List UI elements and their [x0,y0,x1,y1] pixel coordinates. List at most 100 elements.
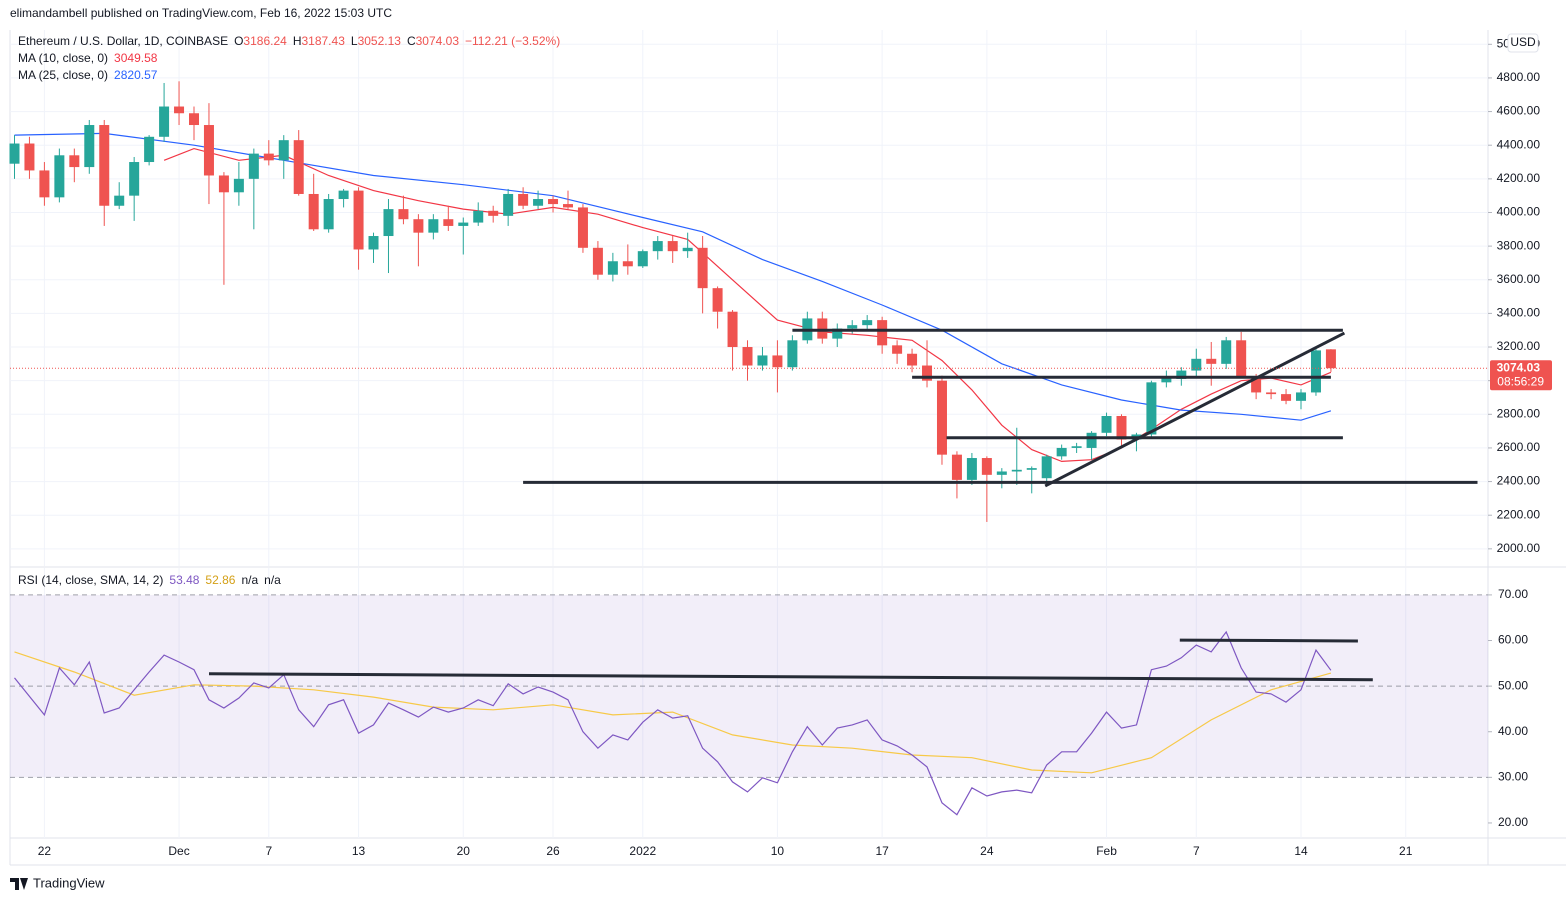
x-tick-label: 26 [546,844,560,858]
countdown-label: 08:56:29 [1497,374,1544,388]
candle-body [233,178,244,193]
candle-body [712,288,723,312]
candle-body [1176,370,1187,379]
brand-icon [10,878,28,890]
candle-body [1325,349,1336,369]
candle-body [981,458,992,475]
candle-body [951,454,962,480]
legend-entry: MA (10, close, 0) [18,51,108,65]
candle-body [622,261,633,267]
x-tick-label: 10 [771,844,785,858]
candle-body [772,355,783,368]
candle-body [1116,415,1127,440]
candle-body [383,209,394,237]
candle-body [996,471,1007,475]
candle-body [592,247,603,275]
candle-body [562,204,573,208]
y-tick-label: 70.00 [1498,587,1528,601]
candle-body [443,219,454,226]
y-tick-label: 2200.00 [1497,507,1541,521]
candle-body [39,170,50,198]
candle-body [203,125,214,176]
candle-body [9,143,20,164]
legend-value: 53.48 [169,573,199,587]
legend-entry: RSI (14, close, SMA, 14, 2) [18,573,163,587]
candle-body [353,190,364,250]
change-value: −112.21 (−3.52%) [465,34,560,48]
candle-body [787,340,798,368]
candle-body [1086,432,1097,448]
candle-body [54,155,65,198]
candle-body [847,325,858,329]
ohlc-value: 3074.03 [416,34,460,48]
candle-body [84,125,95,168]
brand-name: TradingView [33,875,105,890]
candle-body [832,328,843,339]
candle-body [907,353,918,366]
candle-body [458,222,469,226]
candle-body [338,190,349,200]
legend-row: MA (10, close, 0) 3049.58 [18,51,158,65]
x-tick-label: 7 [265,844,272,858]
candle-body [936,380,947,455]
currency-badge [1507,33,1539,53]
y-tick-label: 4600.00 [1497,104,1541,118]
candle-body [533,199,544,206]
ohlc-value: 3052.13 [358,34,402,48]
candle-body [892,345,903,354]
candle-body [159,106,170,137]
candle-body [862,320,873,326]
candle-body [607,261,618,275]
currency-label: USD [1510,35,1536,49]
candle-body [398,209,409,220]
candle-body [518,193,529,206]
y-tick-label: 2800.00 [1497,406,1541,420]
y-tick-label: 60.00 [1498,633,1528,647]
candle-body [114,195,125,206]
candle-body [1266,392,1277,395]
ohlc-key: L [351,34,358,48]
candle-body [1161,377,1172,383]
y-tick-label: 4400.00 [1497,137,1541,151]
candle-body [922,365,933,381]
rsi-line [14,630,1332,816]
ohlc-value: 3187.43 [301,34,345,48]
candle-body [1071,446,1082,448]
candle-body [742,347,753,366]
moving-average-line [163,147,1332,463]
candle-body [652,241,663,252]
candle-body [1236,340,1247,378]
y-tick-label: 4200.00 [1497,171,1541,185]
trend-line [208,672,1373,682]
y-tick-label: 3200.00 [1497,339,1541,353]
candle-body [1296,392,1307,401]
candle-body [428,219,439,233]
y-tick-label: 30.00 [1498,770,1528,784]
candle-body [757,355,768,366]
y-tick-label: 4000.00 [1497,205,1541,219]
legend-row: RSI (14, close, SMA, 14, 2) 53.48 52.86 n/a… [18,573,281,587]
candle-body [189,113,200,126]
candle-body [174,106,185,114]
candle-body [637,251,648,267]
candle-body [248,153,259,179]
ohlc-key: O [234,34,243,48]
trend-line [1044,331,1346,488]
y-tick-label: 20.00 [1498,815,1528,829]
candle-body [218,175,229,193]
candle-body [293,140,304,194]
legend-entry: MA (25, close, 0) [18,68,108,82]
x-tick-label: Feb [1096,844,1117,858]
y-tick-label: 2000.00 [1497,541,1541,555]
candle-body [1281,394,1292,401]
candle-body [697,247,708,289]
x-tick-label: 22 [38,844,52,858]
candle-body [1221,340,1232,364]
candle-body [1026,468,1037,470]
candle-body [877,320,888,346]
y-tick-label: 3600.00 [1497,272,1541,286]
ohlc-key: H [293,34,302,48]
y-tick-label: 40.00 [1498,724,1528,738]
x-tick-label: 7 [1193,844,1200,858]
